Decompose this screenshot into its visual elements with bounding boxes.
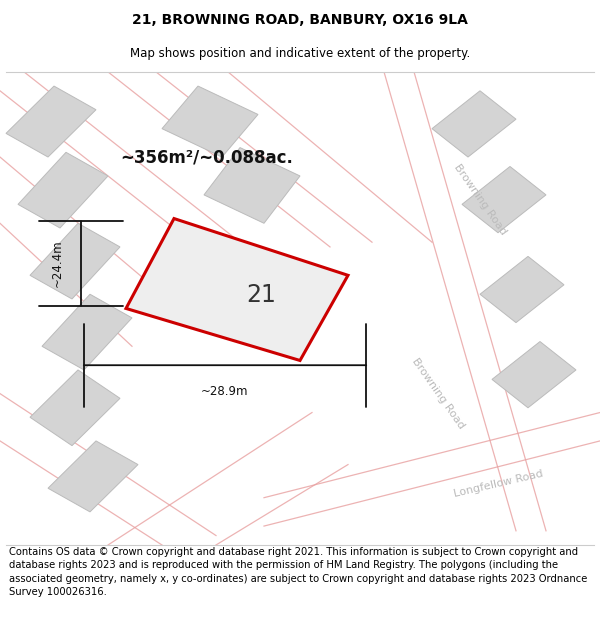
Polygon shape [492, 341, 576, 408]
Polygon shape [42, 294, 132, 370]
Text: ~28.9m: ~28.9m [201, 385, 249, 398]
Polygon shape [30, 370, 120, 446]
Polygon shape [18, 152, 108, 228]
Polygon shape [432, 91, 516, 157]
Text: 21: 21 [246, 283, 276, 308]
Polygon shape [126, 219, 348, 361]
Polygon shape [480, 256, 564, 322]
Polygon shape [204, 148, 300, 223]
Text: Browning Road: Browning Road [452, 162, 508, 237]
Polygon shape [162, 86, 258, 157]
Text: Longfellow Road: Longfellow Road [452, 468, 544, 499]
Polygon shape [48, 441, 138, 512]
Polygon shape [462, 166, 546, 232]
Text: 21, BROWNING ROAD, BANBURY, OX16 9LA: 21, BROWNING ROAD, BANBURY, OX16 9LA [132, 13, 468, 27]
Polygon shape [6, 86, 96, 157]
Polygon shape [30, 223, 120, 299]
Text: Map shows position and indicative extent of the property.: Map shows position and indicative extent… [130, 48, 470, 61]
Text: ~356m²/~0.088ac.: ~356m²/~0.088ac. [120, 148, 293, 166]
Text: ~24.4m: ~24.4m [50, 239, 64, 288]
Text: Browning Road: Browning Road [410, 356, 466, 431]
Text: Contains OS data © Crown copyright and database right 2021. This information is : Contains OS data © Crown copyright and d… [9, 548, 587, 597]
